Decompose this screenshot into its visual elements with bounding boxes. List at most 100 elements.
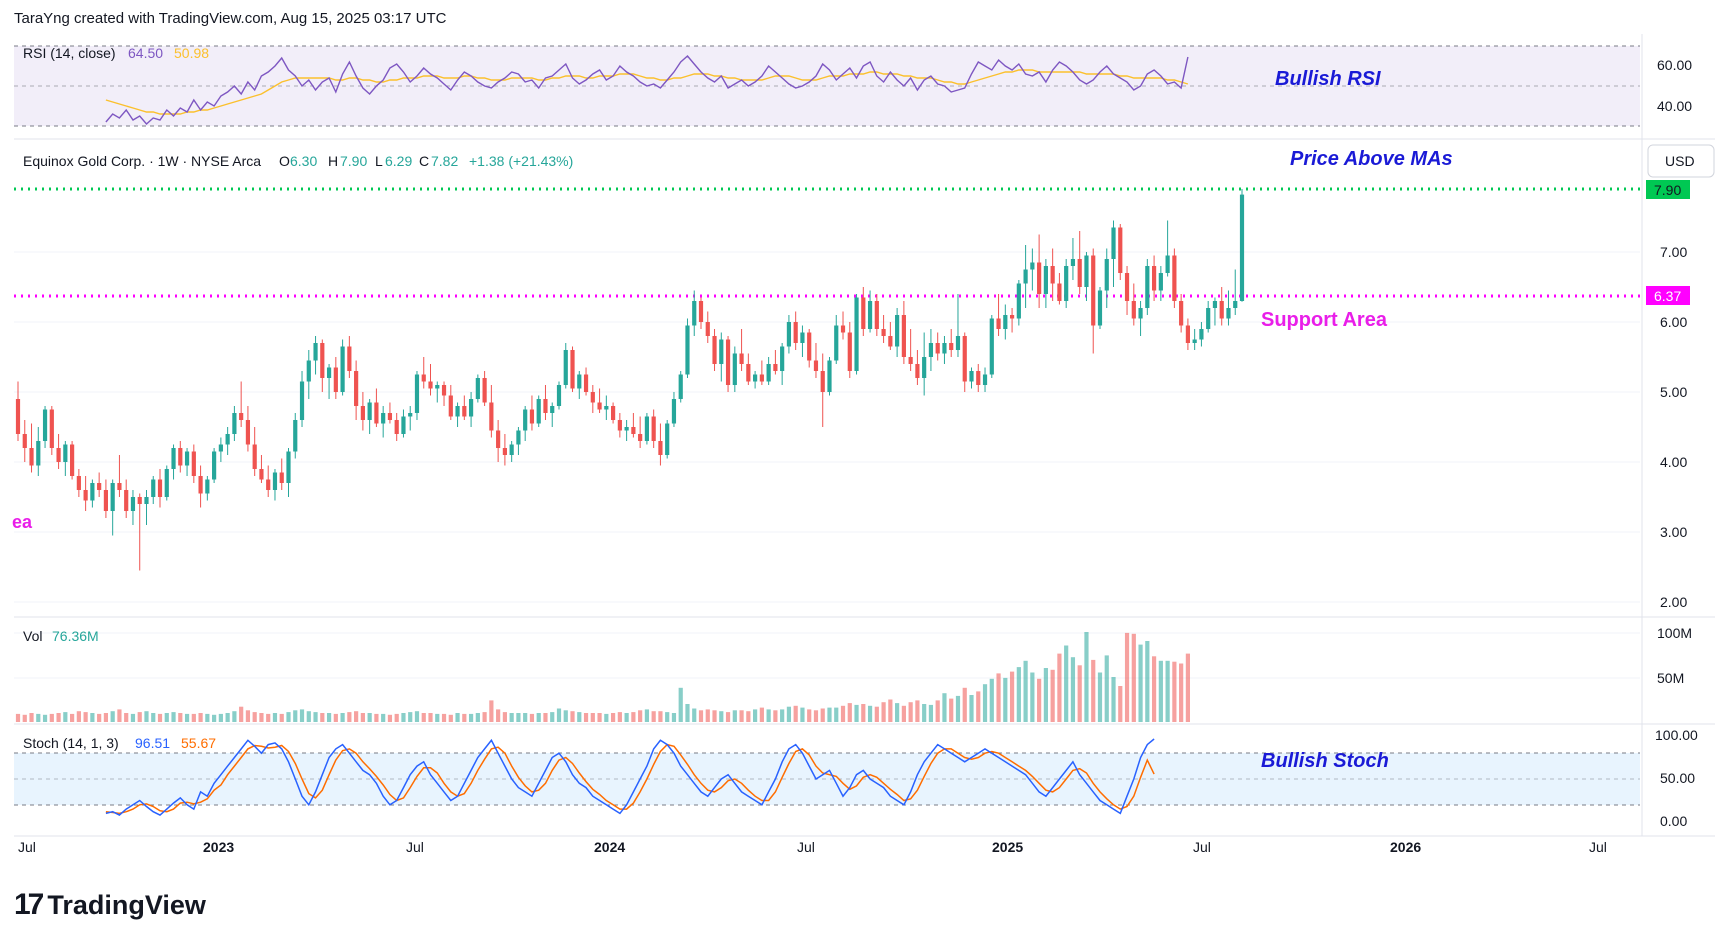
candle-body	[962, 336, 967, 382]
candle-body	[178, 448, 183, 466]
candle	[604, 395, 609, 420]
candle	[651, 409, 656, 448]
volume-bar	[969, 695, 974, 722]
candle-body	[685, 325, 690, 375]
candle-body	[915, 364, 920, 378]
candle-body	[218, 444, 223, 452]
candle	[212, 448, 217, 483]
candle-body	[489, 402, 494, 431]
candle-body	[969, 371, 974, 382]
rsi-panel[interactable]: RSI (14, close) 64.50 50.98 Bullish RSI …	[14, 45, 1692, 127]
candle-body	[753, 374, 758, 382]
candle-body	[340, 346, 345, 392]
time-axis[interactable]: Jul 2023 Jul 2024 Jul 2025 Jul 2026 Jul	[18, 839, 1607, 855]
candle-body	[272, 472, 278, 490]
currency-button[interactable]	[1647, 144, 1715, 178]
candle-body	[90, 483, 95, 501]
volume-bar	[996, 673, 1001, 722]
volume-bar	[1124, 632, 1130, 722]
volume-bar	[1043, 668, 1048, 722]
candle	[333, 357, 338, 399]
volume-bar	[272, 713, 278, 722]
symbol-title: Equinox Gold Corp. · 1W · NYSE Arca	[23, 153, 261, 169]
candle-body	[239, 413, 244, 420]
candle	[543, 385, 548, 420]
tradingview-logo[interactable]: 17 TradingView	[14, 888, 206, 922]
candle	[1016, 280, 1021, 326]
candle	[1111, 220, 1116, 287]
candle	[1124, 266, 1130, 315]
candle	[475, 374, 480, 403]
candle	[631, 413, 636, 438]
ohlc-high-label: H	[328, 153, 338, 169]
candle-body	[394, 420, 399, 434]
candle	[110, 479, 115, 536]
volume-bar	[705, 709, 710, 722]
stoch-tick-50: 50.00	[1660, 770, 1695, 786]
candle-body	[252, 444, 257, 469]
candle	[1064, 259, 1069, 308]
volume-bar	[604, 713, 609, 722]
candle-body	[414, 374, 420, 413]
stoch-panel[interactable]: Stoch (14, 1, 3) 96.51 55.67 Bullish Sto…	[14, 727, 1698, 829]
volume-bar	[496, 709, 501, 722]
candle-body	[719, 339, 724, 364]
candle	[840, 311, 846, 340]
candle	[63, 441, 68, 476]
time-tick: 2026	[1390, 839, 1421, 855]
candle	[942, 336, 947, 364]
candle-body	[428, 381, 433, 389]
candle-body	[36, 441, 41, 466]
volume-bar	[631, 712, 636, 722]
candle-body	[184, 451, 190, 466]
candle-body	[381, 413, 386, 424]
volume-bar	[820, 708, 825, 722]
volume-bar	[746, 711, 751, 722]
candle	[807, 329, 812, 368]
candle	[354, 360, 359, 420]
volume-bar	[130, 713, 136, 722]
candle-body	[1206, 308, 1211, 329]
annotation-support-area: Support Area	[1261, 309, 1388, 331]
candle-body	[658, 441, 663, 455]
candle-body	[692, 301, 697, 326]
volume-bar	[164, 713, 169, 722]
candle	[861, 287, 866, 336]
candle	[408, 406, 413, 431]
candle-body	[1009, 315, 1015, 319]
candle	[374, 388, 379, 427]
candle-body	[1043, 266, 1048, 294]
candle	[22, 420, 27, 462]
candle-body	[935, 343, 940, 354]
price-panel[interactable]: Equinox Gold Corp. · 1W · NYSE Arca O 6.…	[12, 144, 1715, 610]
candle	[556, 381, 562, 410]
candle	[252, 427, 257, 476]
candle-body	[313, 343, 318, 361]
volume-bar	[570, 711, 575, 722]
candle-body	[780, 346, 785, 371]
volume-bar	[394, 713, 399, 722]
annotation-price-above-mas: Price Above MAs	[1290, 148, 1453, 170]
candle-body	[861, 297, 866, 329]
volume-bar	[922, 704, 927, 722]
ohlc-low-value: 6.29	[385, 153, 412, 169]
volume-bar	[583, 713, 589, 722]
candle	[198, 465, 203, 508]
volume-bar	[1179, 663, 1184, 722]
candle-body	[1037, 262, 1042, 294]
price-tick: 2.00	[1660, 594, 1687, 610]
tradingview-logo-text: TradingView	[47, 889, 206, 920]
candle	[76, 469, 81, 497]
candle	[1212, 297, 1218, 326]
candle	[218, 437, 223, 462]
candle-body	[509, 444, 514, 455]
candle-body	[198, 476, 203, 494]
candle	[698, 297, 704, 329]
volume-bar	[1172, 661, 1177, 722]
volume-bar	[1077, 665, 1082, 722]
candle-body	[820, 371, 825, 392]
volume-bar	[685, 704, 690, 722]
candle	[705, 311, 710, 343]
volume-panel[interactable]: Vol 76.36M 100M 50M	[14, 625, 1692, 722]
